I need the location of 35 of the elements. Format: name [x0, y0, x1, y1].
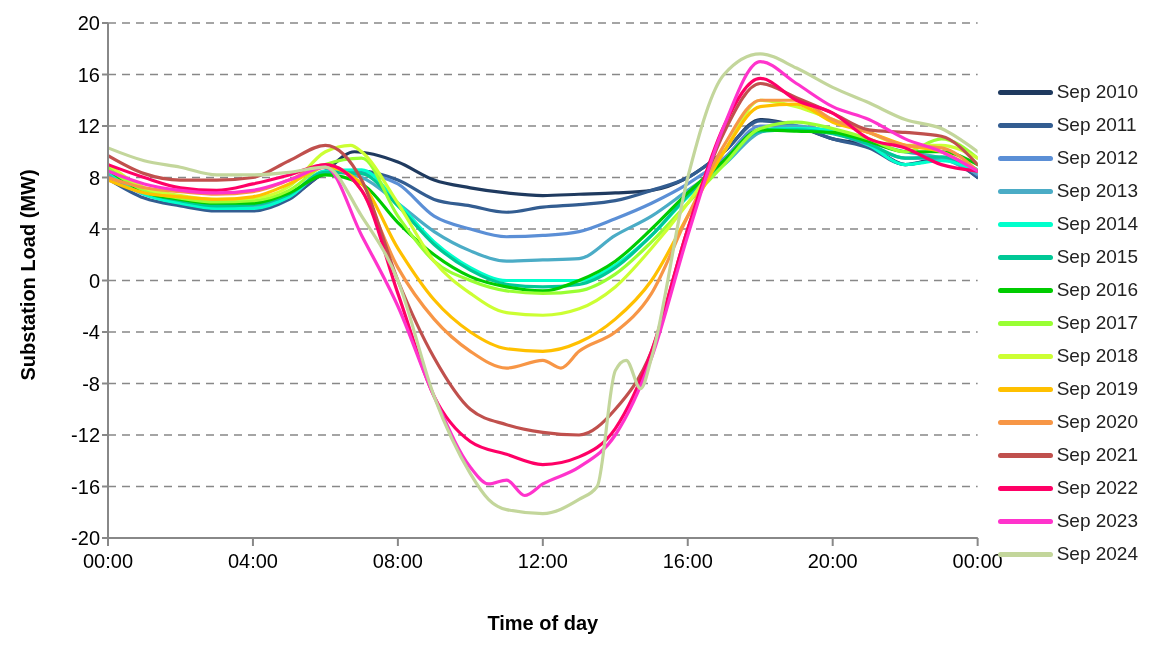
y-axis-title: Substation Load (MW) — [17, 169, 40, 381]
legend-label: Sep 2012 — [1056, 147, 1138, 169]
y-tick-label: 16 — [77, 63, 100, 86]
x-axis-title: Time of day — [487, 612, 600, 634]
x-tick-label: 20:00 — [807, 550, 858, 573]
legend-label: Sep 2016 — [1056, 279, 1138, 301]
legend-label: Sep 2023 — [1056, 510, 1138, 532]
legend-label: Sep 2021 — [1056, 444, 1138, 466]
y-tick-label: -16 — [71, 475, 100, 498]
legend-label: Sep 2015 — [1056, 246, 1138, 268]
x-tick-label: 16:00 — [662, 550, 713, 573]
y-tick-label: 20 — [77, 12, 100, 35]
legend-label: Sep 2014 — [1056, 213, 1138, 235]
x-tick-label: 04:00 — [227, 550, 278, 573]
legend-label: Sep 2019 — [1056, 378, 1138, 400]
legend-label: Sep 2022 — [1056, 477, 1138, 499]
y-tick-label: 8 — [88, 166, 100, 189]
y-tick-label: -4 — [82, 321, 100, 344]
y-tick-label: 0 — [88, 269, 100, 292]
y-tick-label: -8 — [82, 372, 100, 395]
legend-label: Sep 2018 — [1056, 345, 1138, 367]
legend-label: Sep 2017 — [1056, 312, 1138, 334]
y-tick-label: 4 — [88, 218, 100, 241]
legend-label: Sep 2013 — [1056, 180, 1138, 202]
legend-label: Sep 2020 — [1056, 411, 1138, 433]
y-tick-label: -12 — [71, 424, 100, 447]
x-tick-label: 08:00 — [372, 550, 423, 573]
x-tick-label: 00:00 — [952, 550, 1003, 573]
legend-label: Sep 2011 — [1056, 114, 1137, 136]
y-tick-label: -20 — [71, 527, 100, 550]
legend-label: Sep 2010 — [1056, 81, 1138, 103]
legend-label: Sep 2024 — [1056, 543, 1138, 565]
x-tick-label: 12:00 — [517, 550, 568, 573]
x-tick-label: 00:00 — [82, 550, 134, 573]
y-tick-label: 12 — [77, 115, 100, 138]
